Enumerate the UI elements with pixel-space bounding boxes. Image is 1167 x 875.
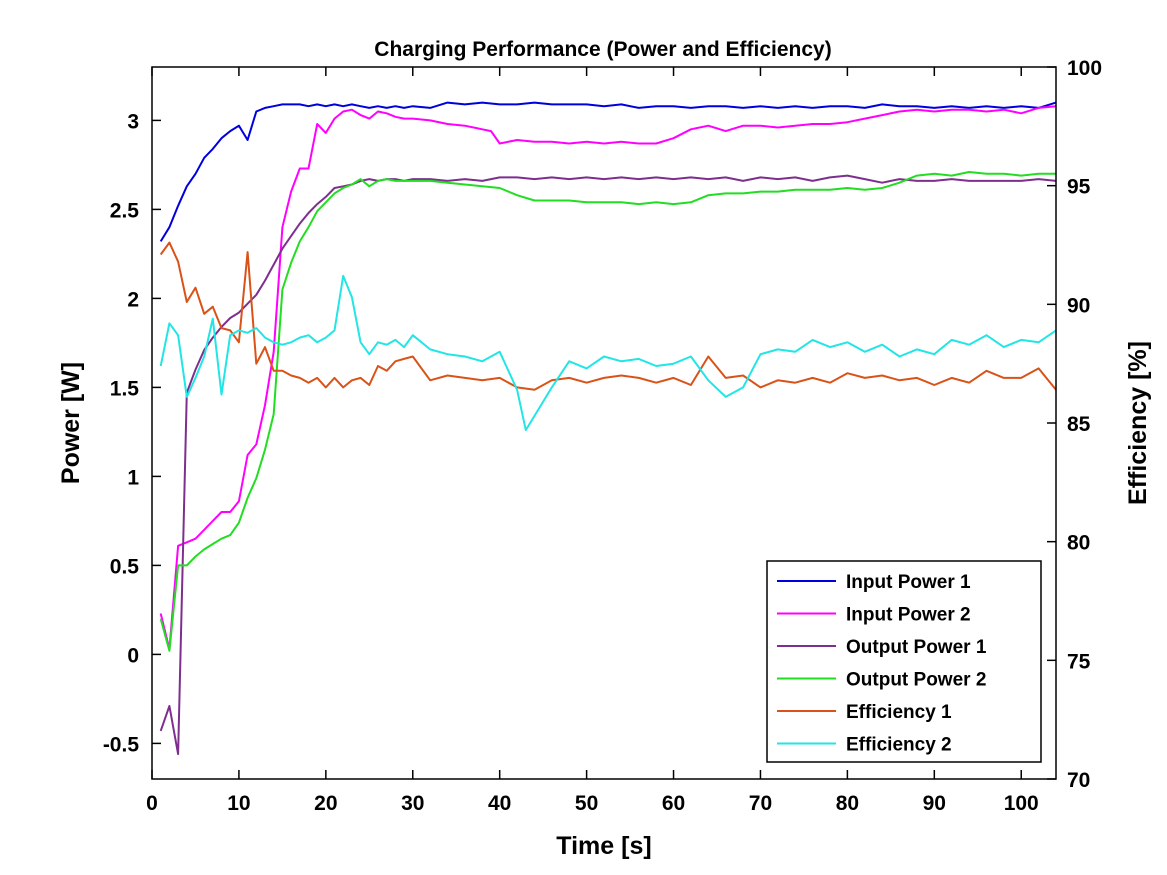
x-tick-label: 90 xyxy=(923,792,946,815)
y-right-tick-label: 70 xyxy=(1067,769,1090,792)
x-tick-label: 60 xyxy=(662,792,685,815)
series-lines xyxy=(159,101,1057,756)
y-right-tick-label: 90 xyxy=(1067,294,1090,317)
x-tick-label: 30 xyxy=(401,792,424,815)
x-tick-label: 50 xyxy=(575,792,598,815)
y-left-tick-label: -0.5 xyxy=(103,733,140,756)
legend-box xyxy=(766,560,1042,763)
y-left-tick-label: 3 xyxy=(127,110,139,133)
y-right-tick-label: 100 xyxy=(1067,57,1102,80)
legend-label: Input Power 1 xyxy=(846,572,971,593)
legend-label: Input Power 2 xyxy=(846,605,971,626)
series-line-efficiency-1 xyxy=(159,241,1057,391)
legend-label: Output Power 2 xyxy=(846,670,986,691)
y-left-tick-label: 0.5 xyxy=(110,555,140,578)
legend-label: Output Power 1 xyxy=(846,637,987,658)
y-left-tick-label: 0 xyxy=(127,644,139,667)
series-line-output-power-1 xyxy=(159,174,1057,756)
series-line-input-power-1 xyxy=(159,101,1057,242)
x-tick-label: 0 xyxy=(146,792,158,815)
y-right-tick-label: 85 xyxy=(1067,413,1091,436)
y-right-tick-label: 80 xyxy=(1067,532,1090,555)
y-left-tick-label: 1 xyxy=(127,466,139,489)
axes: 0 10 20 30 40 50 60 70 80 90 100 -0.5 0 0.5 1 1.5 2 2.5 3 7… xyxy=(103,57,1102,815)
legend-label: Efficiency 1 xyxy=(846,702,952,723)
legend: Input Power 1 Input Power 2 Output Power 1… xyxy=(766,560,1042,763)
y-left-tick-label: 2 xyxy=(127,288,139,311)
y-left-tick-label: 2.5 xyxy=(110,199,140,222)
x-tick-label: 100 xyxy=(1004,792,1039,815)
y-left-tick-label: 1.5 xyxy=(110,377,140,400)
y-axis-left-title: Power [W] xyxy=(57,362,85,484)
x-tick-label: 20 xyxy=(314,792,337,815)
chart-title: Charging Performance (Power and Efficien… xyxy=(374,38,831,61)
plot-frame xyxy=(151,66,1057,780)
series-line-output-power-2 xyxy=(159,171,1056,652)
x-tick-label: 80 xyxy=(836,792,859,815)
legend-label: Efficiency 2 xyxy=(846,735,952,756)
x-axis-title: Time [s] xyxy=(556,832,651,860)
y-right-tick-label: 75 xyxy=(1067,650,1091,673)
y-axis-right-title: Efficiency [%] xyxy=(1124,341,1152,505)
x-tick-label: 10 xyxy=(227,792,250,815)
series-line-input-power-2 xyxy=(159,105,1057,651)
x-tick-label: 70 xyxy=(749,792,772,815)
series-line-efficiency-2 xyxy=(159,274,1057,432)
x-tick-label: 40 xyxy=(488,792,511,815)
y-right-tick-label: 95 xyxy=(1067,176,1091,199)
